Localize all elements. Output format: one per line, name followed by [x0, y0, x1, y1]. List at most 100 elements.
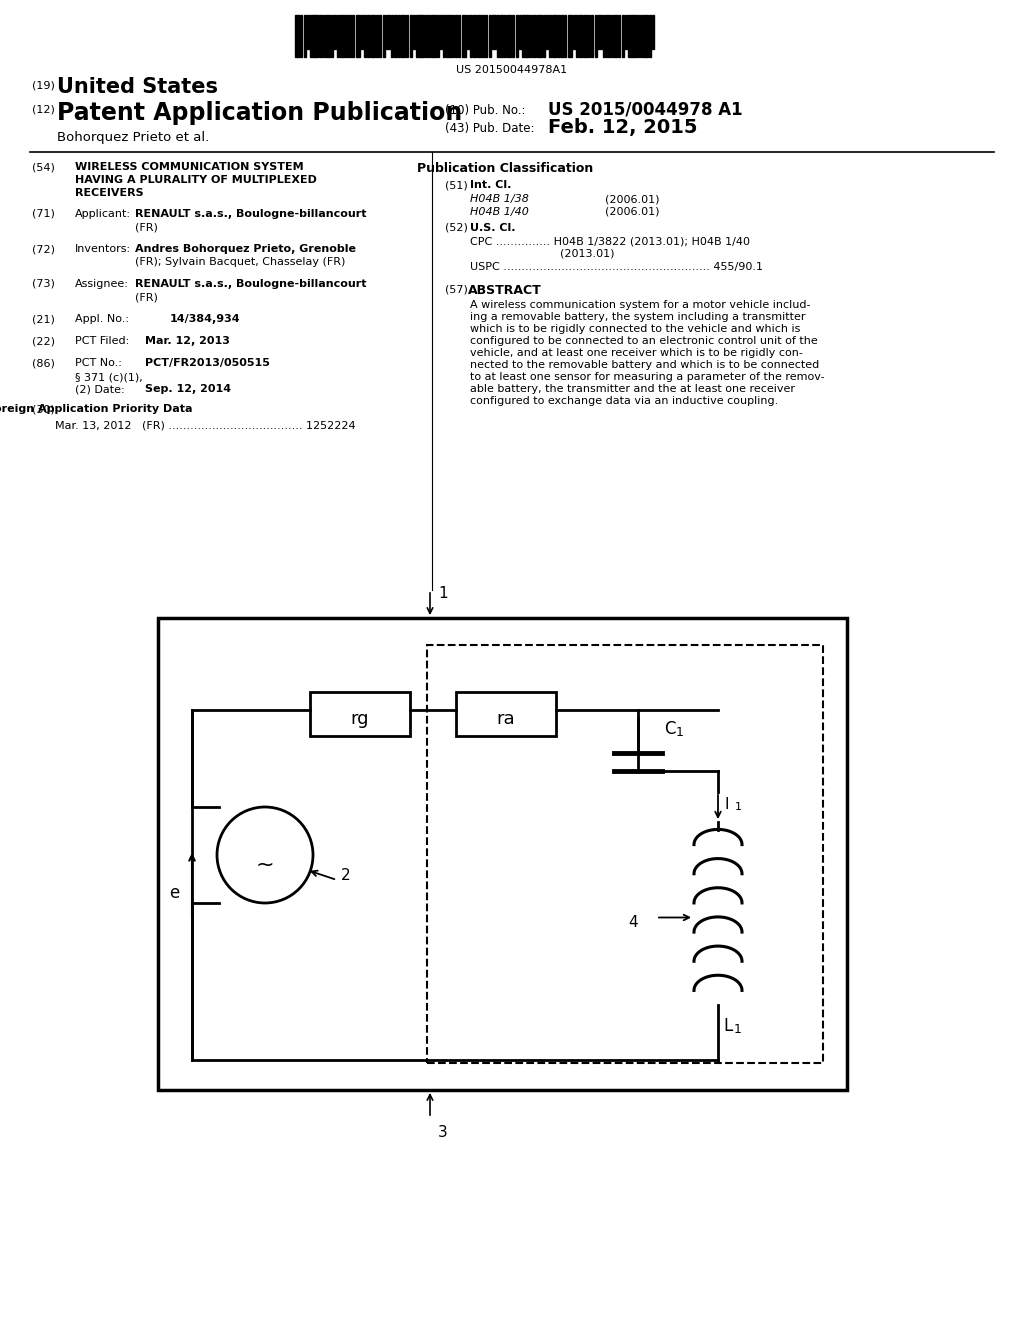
- Text: configured to exchange data via an inductive coupling.: configured to exchange data via an induc…: [470, 396, 778, 407]
- Text: ra: ra: [497, 710, 515, 729]
- Bar: [365, 15, 367, 57]
- Text: 14/384,934: 14/384,934: [170, 314, 241, 323]
- Bar: [427, 645, 823, 1063]
- Bar: [477, 15, 481, 57]
- Text: Feb. 12, 2015: Feb. 12, 2015: [548, 117, 697, 137]
- Text: (2) Date:: (2) Date:: [75, 384, 125, 393]
- Text: nected to the removable battery and which is to be connected: nected to the removable battery and whic…: [470, 360, 819, 370]
- Bar: [300, 15, 302, 57]
- Bar: [386, 15, 390, 49]
- Bar: [497, 15, 500, 57]
- Bar: [567, 15, 572, 57]
- Text: Publication Classification: Publication Classification: [417, 162, 593, 176]
- Text: (52): (52): [445, 223, 468, 234]
- Text: ~: ~: [256, 855, 274, 875]
- Bar: [456, 692, 556, 737]
- Text: (73): (73): [32, 279, 55, 289]
- Text: 1: 1: [735, 803, 742, 812]
- Text: (22): (22): [32, 337, 55, 346]
- Bar: [538, 15, 542, 57]
- Text: (30): (30): [32, 404, 54, 414]
- Bar: [643, 15, 647, 57]
- Text: RENAULT s.a.s., Boulogne-billancourt: RENAULT s.a.s., Boulogne-billancourt: [135, 279, 367, 289]
- Text: (2006.01): (2006.01): [605, 194, 659, 205]
- Bar: [473, 15, 475, 57]
- Bar: [355, 15, 360, 57]
- Text: H04B 1/38: H04B 1/38: [470, 194, 528, 205]
- Text: Andres Bohorquez Prieto, Grenoble: Andres Bohorquez Prieto, Grenoble: [135, 244, 356, 253]
- Bar: [598, 15, 602, 49]
- Text: 1: 1: [734, 1023, 741, 1036]
- Bar: [360, 15, 364, 49]
- Bar: [519, 15, 521, 49]
- Text: Appl. No.:: Appl. No.:: [75, 314, 129, 323]
- Text: (FR): (FR): [135, 292, 158, 302]
- Text: (43) Pub. Date:: (43) Pub. Date:: [445, 121, 535, 135]
- Text: PCT/FR2013/050515: PCT/FR2013/050515: [145, 358, 270, 368]
- Text: C: C: [664, 719, 676, 738]
- Text: rg: rg: [351, 710, 370, 729]
- Text: (2013.01): (2013.01): [560, 248, 614, 257]
- Text: H04B 1/40: H04B 1/40: [470, 207, 528, 216]
- Bar: [371, 15, 375, 57]
- Bar: [443, 15, 445, 57]
- Bar: [522, 15, 526, 57]
- Bar: [337, 15, 339, 57]
- Bar: [391, 15, 393, 57]
- Bar: [640, 15, 642, 57]
- Bar: [527, 15, 529, 57]
- Text: (57): (57): [445, 284, 468, 294]
- Bar: [352, 15, 354, 57]
- Bar: [428, 15, 430, 57]
- Text: Int. Cl.: Int. Cl.: [470, 180, 511, 190]
- Bar: [637, 15, 639, 57]
- Bar: [595, 15, 597, 57]
- Bar: [410, 15, 412, 57]
- Text: A wireless communication system for a motor vehicle includ-: A wireless communication system for a mo…: [470, 300, 811, 310]
- Bar: [307, 15, 309, 49]
- Bar: [577, 15, 579, 57]
- Bar: [401, 15, 406, 57]
- Text: PCT Filed:: PCT Filed:: [75, 337, 129, 346]
- Text: USPC ......................................................... 455/90.1: USPC ...................................…: [470, 261, 763, 272]
- Bar: [322, 15, 325, 57]
- Bar: [652, 15, 654, 49]
- Bar: [588, 15, 590, 57]
- Text: HAVING A PLURALITY OF MULTIPLEXED: HAVING A PLURALITY OF MULTIPLEXED: [75, 176, 316, 185]
- Bar: [462, 15, 466, 57]
- Text: Foreign Application Priority Data: Foreign Application Priority Data: [0, 404, 193, 414]
- Text: US 20150044978A1: US 20150044978A1: [457, 65, 567, 75]
- Text: Patent Application Publication: Patent Application Publication: [57, 102, 462, 125]
- Text: (10) Pub. No.:: (10) Pub. No.:: [445, 104, 525, 117]
- Text: (12): (12): [32, 104, 55, 114]
- Bar: [413, 15, 415, 49]
- Bar: [422, 15, 424, 57]
- Bar: [383, 15, 385, 57]
- Bar: [549, 15, 551, 57]
- Bar: [482, 15, 484, 57]
- Text: (19): (19): [32, 81, 55, 90]
- Bar: [440, 15, 442, 49]
- Bar: [561, 15, 563, 57]
- Bar: [492, 15, 497, 49]
- Text: Bohorquez Prieto et al.: Bohorquez Prieto et al.: [57, 131, 209, 144]
- Bar: [158, 618, 847, 1090]
- Bar: [488, 15, 490, 57]
- Text: 2: 2: [341, 867, 350, 883]
- Text: CPC ............... H04B 1/3822 (2013.01); H04B 1/40: CPC ............... H04B 1/3822 (2013.01…: [470, 236, 750, 246]
- Bar: [368, 15, 370, 57]
- Bar: [436, 15, 438, 57]
- Bar: [416, 15, 421, 57]
- Text: (21): (21): [32, 314, 55, 323]
- Bar: [618, 15, 621, 57]
- Bar: [303, 15, 306, 57]
- Text: (54): (54): [32, 162, 55, 172]
- Bar: [455, 15, 457, 57]
- Bar: [546, 15, 548, 49]
- Text: Assignee:: Assignee:: [75, 279, 129, 289]
- Bar: [591, 15, 594, 57]
- Bar: [349, 15, 351, 57]
- Bar: [648, 15, 650, 57]
- Bar: [634, 15, 636, 57]
- Text: § 371 (c)(1),: § 371 (c)(1),: [75, 372, 142, 381]
